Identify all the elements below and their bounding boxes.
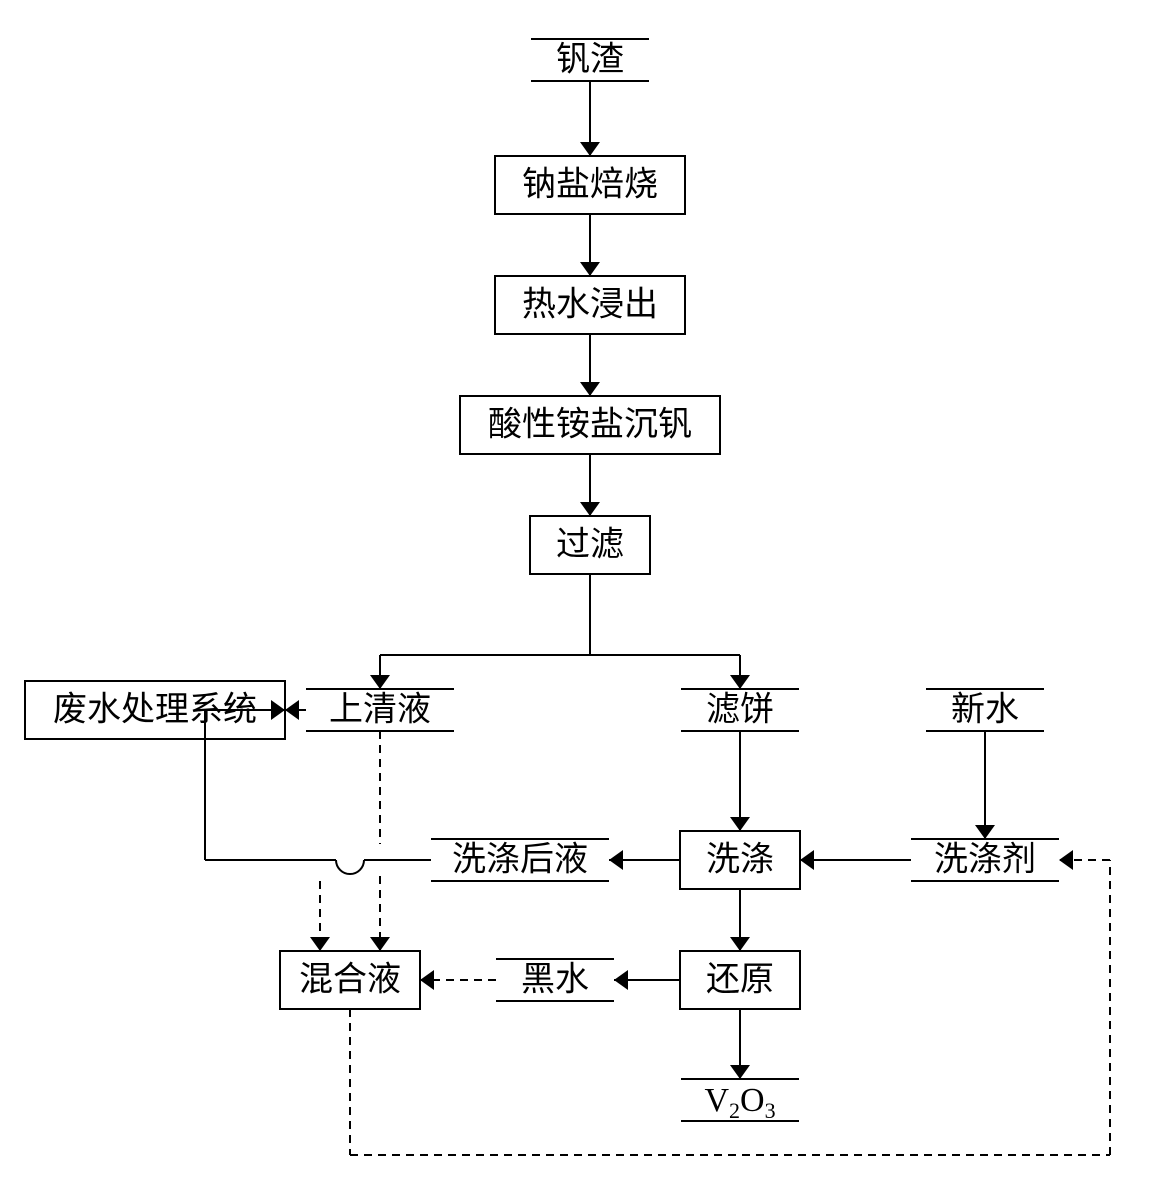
label-start: 钒渣 (556, 41, 624, 79)
label-cake: 滤饼 (706, 691, 774, 729)
svg-text:V2O3: V2O3 (704, 1082, 775, 1123)
label-acid_amm: 酸性铵盐沉钒 (488, 406, 692, 444)
ul-fresh: 新水 (926, 689, 1044, 731)
ul-detergent: 洗涤剂 (911, 839, 1059, 881)
box-filter: 过滤 (530, 516, 650, 574)
box-reduce: 还原 (680, 951, 800, 1009)
ul-washliq: 洗涤后液 (431, 839, 609, 881)
box-wash: 洗涤 (680, 831, 800, 889)
label-mix: 混合液 (299, 961, 401, 999)
label-detergent: 洗涤剂 (934, 841, 1036, 879)
label-na_roast: 钠盐焙烧 (522, 166, 658, 204)
label-black: 黑水 (521, 962, 589, 999)
label-v2o3: V2O3 (704, 1082, 775, 1123)
ul-cake: 滤饼 (681, 689, 799, 731)
box-acid_amm: 酸性铵盐沉钒 (460, 396, 720, 454)
ul-supern: 上清液 (306, 689, 454, 731)
label-wash: 洗涤 (706, 841, 774, 879)
label-washliq: 洗涤后液 (452, 841, 588, 879)
label-fresh: 新水 (951, 691, 1019, 729)
hop-arc (336, 860, 364, 874)
label-hotwater: 热水浸出 (522, 286, 658, 324)
ul-start: 钒渣 (531, 39, 649, 81)
ul-black: 黑水 (496, 959, 614, 1001)
box-hotwater: 热水浸出 (495, 276, 685, 334)
label-supern: 上清液 (329, 691, 431, 729)
box-mix: 混合液 (280, 951, 420, 1009)
label-filter: 过滤 (556, 526, 624, 564)
label-reduce: 还原 (706, 962, 774, 999)
box-na_roast: 钠盐焙烧 (495, 156, 685, 214)
